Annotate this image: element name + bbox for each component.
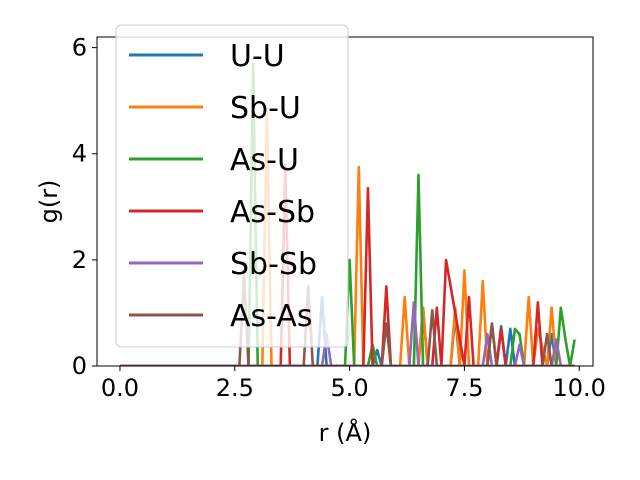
x-tick-label: 2.5 (216, 374, 254, 402)
legend-entry: As-As (129, 299, 312, 334)
series-layer (119, 62, 576, 366)
x-tick-label: 10.0 (553, 374, 606, 402)
legend: U-U Sb-U As-U As-Sb Sb-Sb As-As (115, 24, 349, 348)
legend-label: Sb-U (230, 91, 301, 126)
legend-entry: Sb-U (129, 91, 301, 126)
y-tick-label: 2 (72, 246, 87, 274)
y-axis-label: g(r) (35, 180, 63, 224)
y-tick-label: 0 (72, 352, 87, 380)
x-tick-label: 7.5 (445, 374, 483, 402)
y-tick-label: 4 (72, 140, 87, 168)
x-axis-label: r (Å) (319, 418, 372, 447)
legend-entry: As-Sb (129, 195, 315, 230)
legend-label: As-Sb (230, 195, 315, 230)
legend-label: Sb-Sb (230, 247, 317, 282)
series-line-sb-sb (119, 301, 575, 366)
legend-label: As-As (230, 299, 312, 334)
y-tick-label: 6 (72, 34, 87, 62)
legend-entry: U-U (129, 39, 285, 74)
y-ticks: 0 2 4 6 (72, 34, 97, 380)
legend-label: U-U (230, 39, 285, 74)
legend-entry: Sb-Sb (129, 247, 317, 282)
x-ticks: 0.0 2.5 5.0 7.5 10.0 (101, 366, 606, 402)
legend-entry: As-U (129, 143, 299, 178)
x-tick-label: 0.0 (101, 374, 139, 402)
legend-label: As-U (230, 143, 299, 178)
plot-area (119, 62, 576, 366)
x-tick-label: 5.0 (331, 374, 369, 402)
